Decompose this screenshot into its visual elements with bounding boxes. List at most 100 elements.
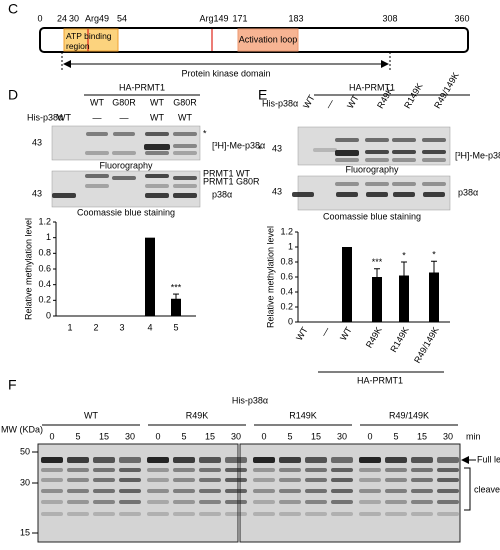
- band: [253, 500, 275, 504]
- band: [385, 478, 407, 482]
- significance: ***: [372, 257, 383, 267]
- band: [93, 478, 115, 482]
- band: [253, 457, 275, 463]
- band: [173, 176, 197, 180]
- group-label: R149K: [289, 410, 317, 420]
- band: [93, 468, 115, 472]
- band: [392, 138, 416, 142]
- time-label: 15: [311, 431, 321, 441]
- x-tick-label: —: [319, 325, 332, 338]
- band: [41, 500, 63, 504]
- lane-label: —: [323, 97, 336, 110]
- cleaved-bracket: [464, 467, 471, 511]
- x-axis-label: HA-PRMT1: [357, 375, 403, 385]
- lane-label: —: [93, 112, 102, 122]
- band: [147, 489, 169, 493]
- band: [331, 457, 353, 463]
- band: [173, 468, 195, 472]
- band: [147, 500, 169, 504]
- band-label: *: [258, 144, 262, 154]
- fluorography-blot: [297, 126, 451, 166]
- x-tick-label: R49/149K: [412, 325, 441, 365]
- mw-marker: 15: [20, 527, 30, 537]
- band: [411, 468, 433, 472]
- time-label: 30: [231, 431, 241, 441]
- band: [119, 457, 141, 463]
- band: [411, 500, 433, 504]
- mw-marker: 43: [272, 143, 282, 153]
- band: [144, 144, 170, 150]
- bar: [342, 247, 352, 322]
- band: [385, 489, 407, 493]
- band: [411, 512, 433, 516]
- residue-position: 54: [117, 13, 127, 23]
- group-label: R49K: [186, 410, 209, 420]
- header: His-p38α: [232, 395, 268, 405]
- band: [411, 457, 433, 463]
- band: [422, 150, 446, 154]
- x-tick-label: R49K: [364, 325, 384, 349]
- y-tick-label: 0.2: [38, 295, 51, 305]
- band: [199, 512, 221, 516]
- x-tick-label: 2: [93, 322, 98, 332]
- time-label: 30: [125, 431, 135, 441]
- lane-label: WT: [150, 112, 164, 122]
- band: [93, 489, 115, 493]
- band: [393, 192, 415, 197]
- band-label: PRMT1 G80R: [203, 176, 260, 186]
- residue-label: Arg49: [85, 13, 109, 23]
- band: [437, 500, 459, 504]
- band: [392, 182, 416, 186]
- panel-label: E: [258, 87, 267, 103]
- band: [359, 500, 381, 504]
- band: [336, 192, 358, 197]
- band: [173, 193, 197, 198]
- y-tick-label: 0.4: [38, 279, 51, 289]
- caption: Fluorography: [99, 160, 153, 170]
- lane-label: G80R: [112, 97, 136, 107]
- band: [147, 512, 169, 516]
- band: [173, 478, 195, 482]
- band: [279, 468, 301, 472]
- band: [305, 457, 327, 463]
- bar: [429, 272, 439, 322]
- activation-loop-label: Activation loop: [239, 34, 298, 44]
- y-axis-label: Relative methylation level: [265, 226, 275, 328]
- band: [41, 468, 63, 472]
- band: [147, 457, 169, 463]
- lane-label: WT: [57, 112, 71, 122]
- band: [86, 132, 108, 136]
- header: HA-PRMT1: [349, 82, 395, 92]
- band: [366, 192, 388, 197]
- band-label: [³H]-Me-p38α: [455, 150, 500, 160]
- x-tick-label: 4: [147, 322, 152, 332]
- y-tick-label: 1.2: [38, 216, 51, 226]
- y-tick-label: 0: [46, 310, 51, 320]
- panel-label: C: [8, 1, 18, 17]
- band: [225, 512, 247, 516]
- mw-title: MW (KDa): [1, 424, 43, 434]
- y-tick-label: 1: [46, 232, 51, 242]
- band: [119, 512, 141, 516]
- lane-label: WT: [90, 97, 104, 107]
- band: [225, 500, 247, 504]
- band: [41, 478, 63, 482]
- x-tick-label: 5: [173, 322, 178, 332]
- x-tick-label: WT: [338, 325, 354, 343]
- residue-position: 30: [69, 13, 79, 23]
- time-label: 0: [261, 431, 266, 441]
- y-axis-label: Relative methylation level: [23, 218, 33, 320]
- atp-region-label: ATP binding region: [66, 31, 112, 51]
- band: [331, 468, 353, 472]
- band: [199, 457, 221, 463]
- band: [305, 489, 327, 493]
- mw-marker: 43: [32, 188, 42, 198]
- band: [411, 489, 433, 493]
- time-label: 5: [75, 431, 80, 441]
- group-label: R49/149K: [389, 410, 429, 420]
- residue-position: 24: [57, 13, 67, 23]
- time-label: 0: [155, 431, 160, 441]
- x-tick-label: WT: [294, 325, 310, 343]
- band: [422, 138, 446, 142]
- band: [279, 489, 301, 493]
